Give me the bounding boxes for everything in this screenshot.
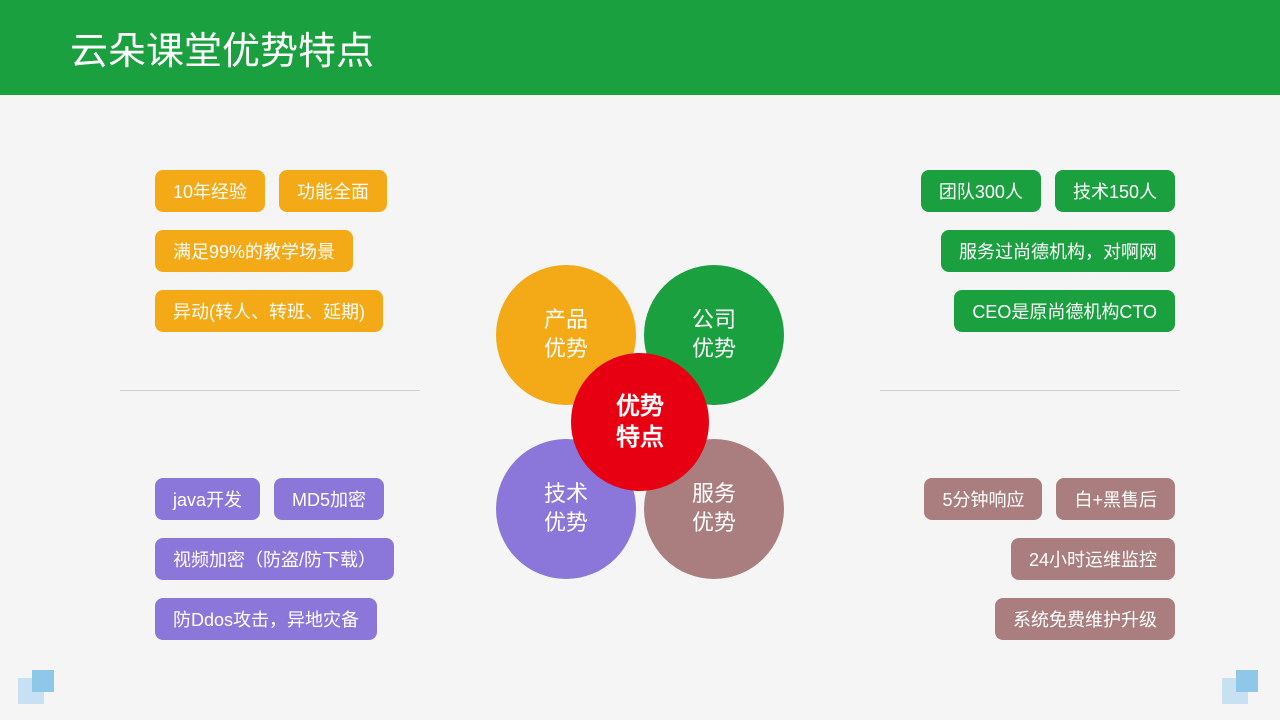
petal-label: 产品: [544, 306, 588, 335]
tag-company-4: CEO是原尚德机构CTO: [954, 290, 1175, 332]
tag-service-4: 系统免费维护升级: [995, 598, 1175, 640]
petal-label: 优势: [692, 509, 736, 538]
corner-decoration-icon: [18, 670, 58, 710]
petal-label: 优势: [544, 509, 588, 538]
quadrant-service: 5分钟响应 白+黑售后 24小时运维监控 系统免费维护升级: [924, 478, 1175, 640]
tag-company-2: 技术150人: [1055, 170, 1175, 212]
petal-label: 服务: [692, 480, 736, 509]
hub-diagram: 产品 优势 公司 优势 技术 优势 服务 优势 优势 特点: [460, 259, 820, 619]
tag-tech-2: MD5加密: [274, 478, 384, 520]
tag-tech-4: 防Ddos攻击，异地灾备: [155, 598, 377, 640]
petal-label: 优势: [692, 335, 736, 364]
tag-company-1: 团队300人: [921, 170, 1041, 212]
divider-left: [120, 390, 420, 391]
center-label: 优势: [616, 391, 664, 422]
page-title: 云朵课堂优势特点: [70, 20, 374, 75]
tag-tech-3: 视频加密（防盗/防下载）: [155, 538, 394, 580]
header-bar: 云朵课堂优势特点: [0, 0, 1280, 95]
tag-product-4: 异动(转人、转班、延期): [155, 290, 383, 332]
tag-service-2: 白+黑售后: [1056, 478, 1175, 520]
quadrant-tech: java开发 MD5加密 视频加密（防盗/防下载） 防Ddos攻击，异地灾备: [155, 478, 394, 640]
quadrant-product: 10年经验 功能全面 满足99%的教学场景 异动(转人、转班、延期): [155, 170, 387, 332]
tag-product-2: 功能全面: [279, 170, 387, 212]
divider-right: [880, 390, 1180, 391]
tag-service-3: 24小时运维监控: [1011, 538, 1175, 580]
content-area: 10年经验 功能全面 满足99%的教学场景 异动(转人、转班、延期) 团队300…: [0, 95, 1280, 720]
center-label: 特点: [616, 422, 664, 453]
tag-product-3: 满足99%的教学场景: [155, 230, 353, 272]
corner-decoration-icon: [1222, 670, 1262, 710]
center-circle: 优势 特点: [571, 353, 709, 491]
tag-service-1: 5分钟响应: [924, 478, 1042, 520]
petal-label: 优势: [544, 335, 588, 364]
petal-label: 公司: [692, 306, 736, 335]
tag-product-1: 10年经验: [155, 170, 265, 212]
petal-label: 技术: [544, 480, 588, 509]
tag-company-3: 服务过尚德机构，对啊网: [941, 230, 1175, 272]
tag-tech-1: java开发: [155, 478, 260, 520]
quadrant-company: 团队300人 技术150人 服务过尚德机构，对啊网 CEO是原尚德机构CTO: [921, 170, 1175, 332]
